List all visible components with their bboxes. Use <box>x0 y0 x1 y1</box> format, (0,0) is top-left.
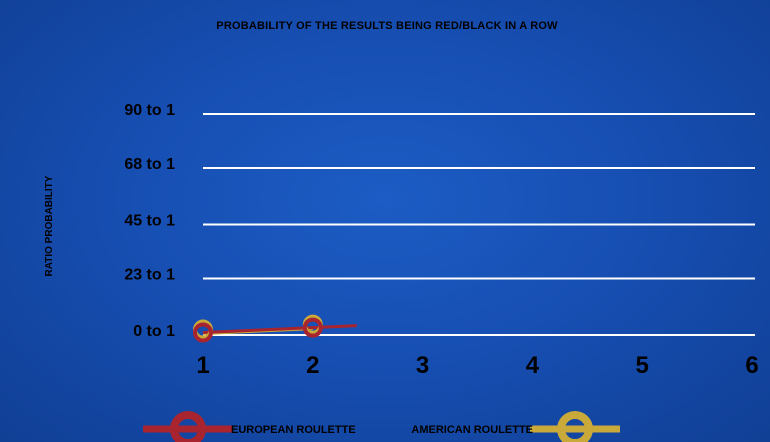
x-tick-label: 2 <box>306 352 319 379</box>
x-tick-label: 6 <box>745 352 758 379</box>
x-tick-label: 1 <box>196 352 209 379</box>
x-axis-ticks: 1 2 3 4 5 6 <box>196 352 758 379</box>
chart-title: PROBABILITY OF THE RESULTS BEING RED/BLA… <box>216 20 558 32</box>
legend-label: AMERICAN ROULETTE <box>411 424 533 436</box>
y-axis-label: RATIO PROBABILITY <box>44 175 55 276</box>
legend: EUROPEAN ROULETTE AMERICAN ROULETTE <box>143 411 620 442</box>
x-tick-label: 4 <box>526 352 540 379</box>
european-roulette-point <box>302 317 323 338</box>
legend-marker <box>557 411 593 442</box>
y-tick-label: 90 to 1 <box>124 102 175 119</box>
x-tick-label: 5 <box>636 352 649 379</box>
european-roulette-line <box>202 324 357 335</box>
y-tick-label: 68 to 1 <box>124 156 175 173</box>
legend-label: EUROPEAN ROULETTE <box>231 424 356 436</box>
x-tick-label: 3 <box>416 352 429 379</box>
european-roulette-point <box>193 322 213 343</box>
y-tick-label: 45 to 1 <box>124 213 175 230</box>
gridlines <box>203 113 755 336</box>
y-axis-ticks: 0 to 1 23 to 1 45 to 1 68 to 1 90 to 1 <box>124 102 175 340</box>
series-layer <box>193 314 357 343</box>
y-tick-label: 0 to 1 <box>133 323 175 340</box>
y-tick-label: 23 to 1 <box>124 267 175 284</box>
legend-marker <box>170 411 206 442</box>
